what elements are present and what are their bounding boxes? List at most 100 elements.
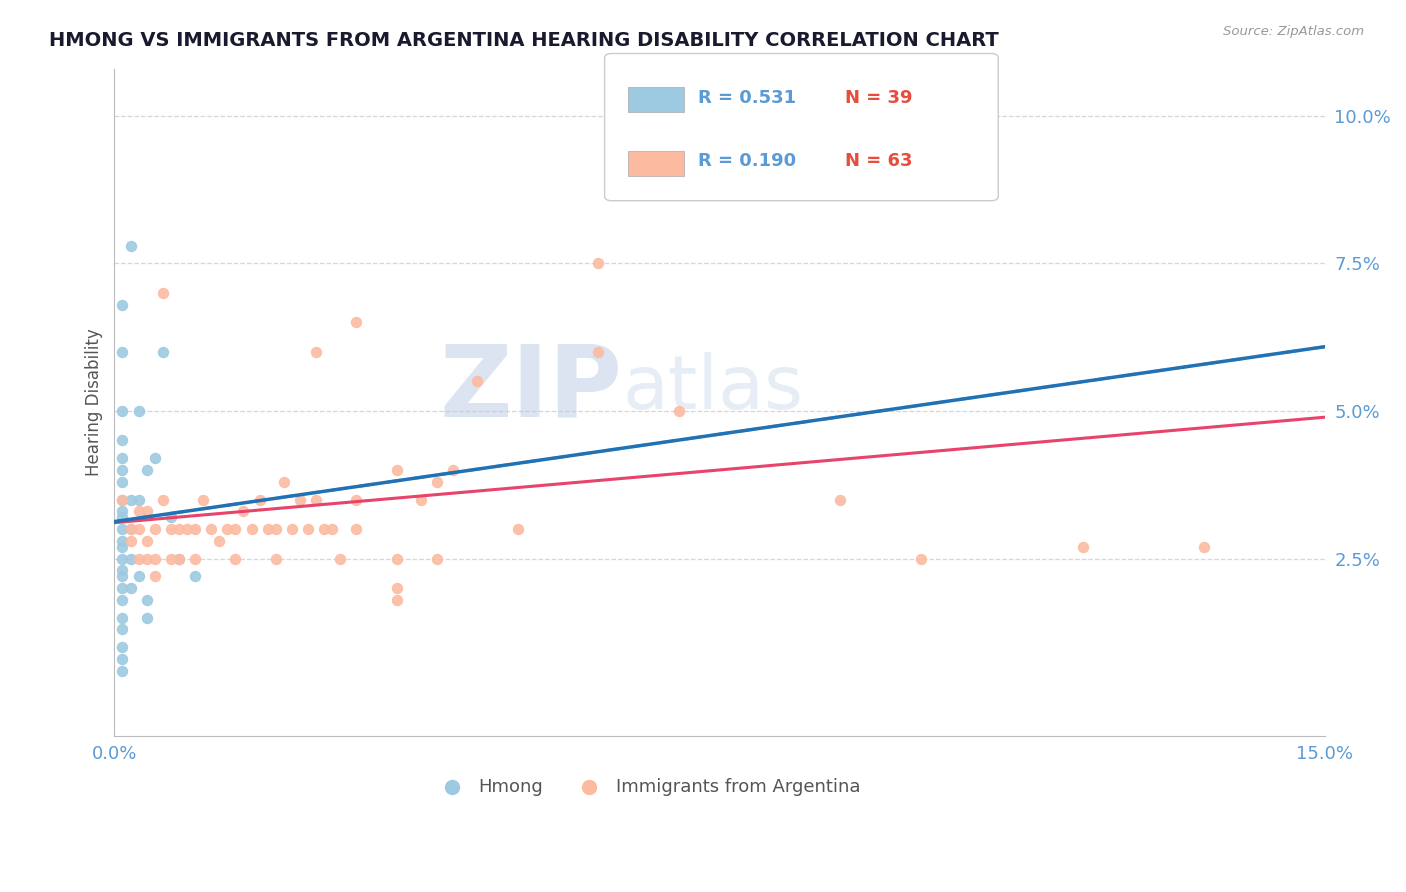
Point [120, 522, 142, 536]
Point [385, 593, 408, 607]
Point [281, 522, 304, 536]
Point [346, 492, 368, 507]
Point [167, 551, 190, 566]
Point [111, 434, 134, 448]
Text: N = 63: N = 63 [845, 153, 912, 170]
Point [111, 510, 134, 524]
Point [467, 375, 489, 389]
Point [135, 504, 157, 518]
Point [120, 533, 142, 548]
Point [256, 522, 278, 536]
Point [1192, 540, 1215, 554]
Point [346, 522, 368, 536]
Point [264, 551, 287, 566]
Point [111, 533, 134, 548]
Point [111, 581, 134, 595]
Point [120, 238, 142, 252]
Point [143, 569, 166, 583]
Point [111, 551, 134, 566]
Point [385, 581, 408, 595]
Point [111, 652, 134, 666]
Point [135, 533, 157, 548]
Point [240, 522, 263, 536]
Point [1071, 540, 1094, 554]
Point [441, 463, 464, 477]
Point [167, 551, 190, 566]
Point [135, 610, 157, 624]
Point [668, 404, 690, 418]
Point [748, 168, 770, 182]
Point [184, 522, 207, 536]
Point [329, 551, 352, 566]
Point [111, 623, 134, 637]
Point [167, 522, 190, 536]
Point [111, 504, 134, 518]
Text: ZIP: ZIP [440, 340, 623, 437]
Point [152, 285, 174, 300]
Text: R = 0.190: R = 0.190 [697, 153, 796, 170]
Point [588, 256, 610, 270]
Point [910, 551, 932, 566]
Point [111, 563, 134, 577]
Point [321, 522, 343, 536]
Point [111, 640, 134, 654]
Point [111, 475, 134, 489]
Point [160, 522, 183, 536]
Point [111, 540, 134, 554]
Point [184, 551, 207, 566]
Point [111, 404, 134, 418]
Point [200, 522, 222, 536]
Point [111, 664, 134, 678]
Point [128, 504, 150, 518]
Point [128, 551, 150, 566]
Point [111, 463, 134, 477]
Point [135, 551, 157, 566]
Point [120, 492, 142, 507]
Point [143, 522, 166, 536]
Point [346, 315, 368, 329]
Point [111, 593, 134, 607]
Text: R = 0.531: R = 0.531 [697, 89, 796, 107]
Point [111, 569, 134, 583]
Point [120, 551, 142, 566]
Point [152, 492, 174, 507]
Point [264, 522, 287, 536]
Text: HMONG VS IMMIGRANTS FROM ARGENTINA HEARING DISABILITY CORRELATION CHART: HMONG VS IMMIGRANTS FROM ARGENTINA HEARI… [49, 31, 998, 50]
Point [305, 492, 328, 507]
Point [314, 522, 336, 536]
Point [191, 492, 214, 507]
Point [224, 551, 246, 566]
Point [160, 510, 183, 524]
Point [135, 593, 157, 607]
Point [128, 404, 150, 418]
Point [217, 522, 239, 536]
Point [120, 522, 142, 536]
Point [128, 522, 150, 536]
Point [288, 492, 311, 507]
Point [143, 451, 166, 466]
Point [111, 492, 134, 507]
Point [135, 463, 157, 477]
Point [184, 569, 207, 583]
Point [120, 581, 142, 595]
Point [297, 522, 319, 536]
Point [426, 551, 449, 566]
Point [273, 475, 295, 489]
Point [426, 475, 449, 489]
Point [143, 551, 166, 566]
Point [128, 492, 150, 507]
Y-axis label: Hearing Disability: Hearing Disability [86, 328, 103, 476]
Point [409, 492, 432, 507]
Point [588, 345, 610, 359]
Point [224, 522, 246, 536]
Point [111, 298, 134, 312]
Point [111, 522, 134, 536]
Point [152, 345, 174, 359]
Text: atlas: atlas [623, 352, 804, 425]
Point [385, 463, 408, 477]
Point [176, 522, 198, 536]
Text: N = 39: N = 39 [845, 89, 912, 107]
Point [128, 569, 150, 583]
Point [111, 345, 134, 359]
Point [111, 451, 134, 466]
